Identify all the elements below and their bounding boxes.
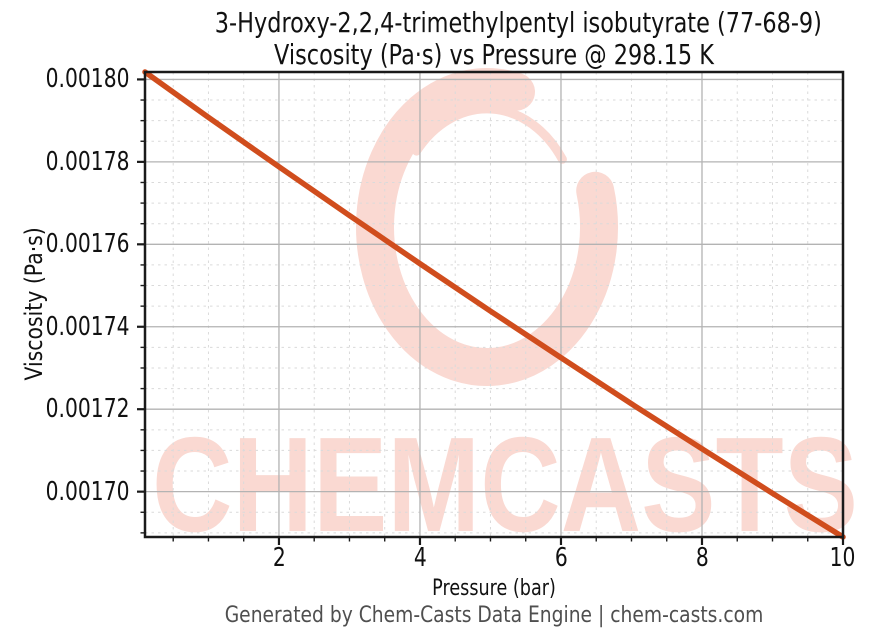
watermark-inner-swoosh-icon: [412, 104, 567, 164]
y-tick-label-0.00170: 0.00170: [46, 476, 130, 507]
y-axis-label: Viscosity (Pa·s): [20, 227, 48, 381]
chart-title: 3-Hydroxy-2,2,4-trimethylpentyl isobutyr…: [214, 6, 822, 71]
y-tick-label-0.00172: 0.00172: [46, 394, 130, 425]
chemcasts-watermark-logo: CHEMCASTS: [152, 68, 858, 560]
x-tick-label-8: 8: [695, 543, 709, 573]
watermark-right-sliver-icon: [578, 198, 608, 314]
viscosity-data-line: [142, 69, 846, 540]
plot-canvas: CHEMCASTS: [137, 68, 858, 560]
x-axis-label: Pressure (bar): [432, 576, 556, 601]
x-tick-label-4: 4: [413, 543, 427, 573]
x-tick-label-6: 6: [554, 543, 568, 573]
chart-title-line1: 3-Hydroxy-2,2,4-trimethylpentyl isobutyr…: [214, 6, 822, 39]
y-tick-label-0.00176: 0.00176: [46, 229, 130, 260]
y-tick-label-0.00180: 0.00180: [46, 64, 130, 95]
x-tick-label-2: 2: [272, 543, 286, 573]
chart-title-line2: Viscosity (Pa·s) vs Pressure @ 298.15 K: [274, 38, 714, 71]
y-tick-label-0.00178: 0.00178: [46, 146, 130, 177]
plot-area: CHEMCASTS: [137, 68, 858, 560]
y-tick-label-0.00174: 0.00174: [46, 311, 130, 342]
x-tick-label-10: 10: [830, 543, 856, 573]
watermark-text: CHEMCASTS: [152, 409, 858, 560]
watermark-brush-ring-icon: [356, 68, 618, 387]
footer-attribution: Generated by Chem-Casts Data Engine | ch…: [224, 603, 764, 628]
axes-spines: [143, 70, 845, 539]
